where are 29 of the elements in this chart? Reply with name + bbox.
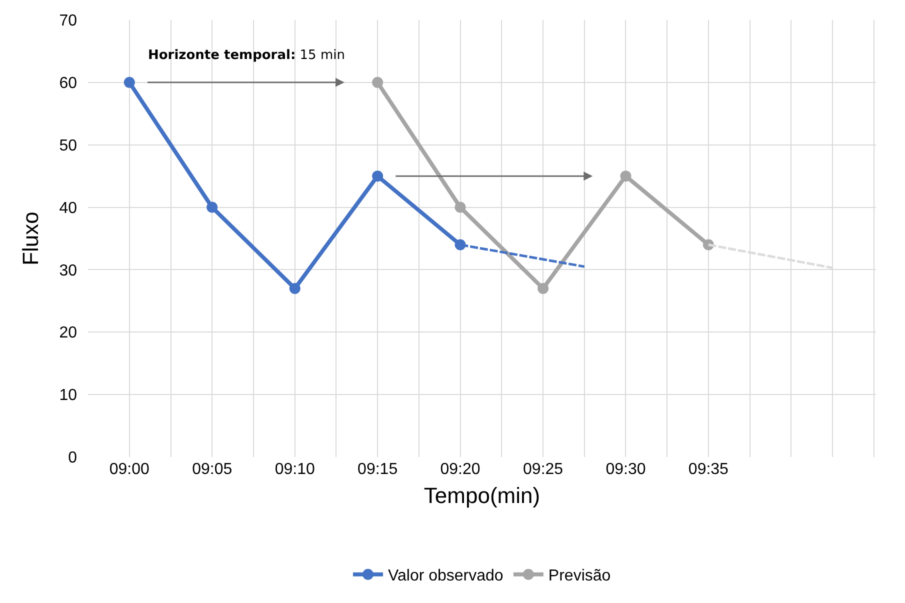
y-axis-title: Fluxo — [18, 212, 44, 266]
x-tick-label: 09:30 — [606, 461, 646, 478]
point — [289, 282, 300, 294]
x-tick-label: 09:00 — [109, 461, 150, 478]
x-tick-label: 09:25 — [523, 461, 564, 478]
legend-label: Valor observado — [388, 568, 504, 585]
y-tick-label: 60 — [59, 75, 78, 92]
x-tick-label: 09:35 — [688, 461, 729, 478]
y-tick-label: 30 — [59, 262, 78, 280]
point — [620, 170, 632, 182]
y-tick-label: 40 — [59, 200, 78, 217]
point — [206, 202, 218, 213]
point — [538, 282, 549, 294]
point — [372, 170, 384, 182]
x-tick-label: 09:15 — [358, 461, 398, 478]
y-tick-label: 20 — [59, 324, 78, 342]
point — [372, 76, 384, 88]
x-tick-label: 09:20 — [440, 461, 480, 478]
annotation: Horizonte temporal: 15 min — [148, 48, 345, 63]
x-axis-title: Tempo(min) — [424, 482, 540, 508]
y-tick-label: 10 — [59, 387, 78, 404]
legend-label: Previsão — [548, 568, 611, 585]
y-tick-label: 0 — [68, 450, 78, 467]
x-tick-label: 09:05 — [192, 461, 232, 478]
point — [454, 202, 466, 213]
y-tick-label: 70 — [59, 12, 78, 30]
y-tick-label: 50 — [59, 137, 78, 154]
x-tick-label: 09:10 — [274, 461, 315, 478]
point — [124, 76, 135, 88]
